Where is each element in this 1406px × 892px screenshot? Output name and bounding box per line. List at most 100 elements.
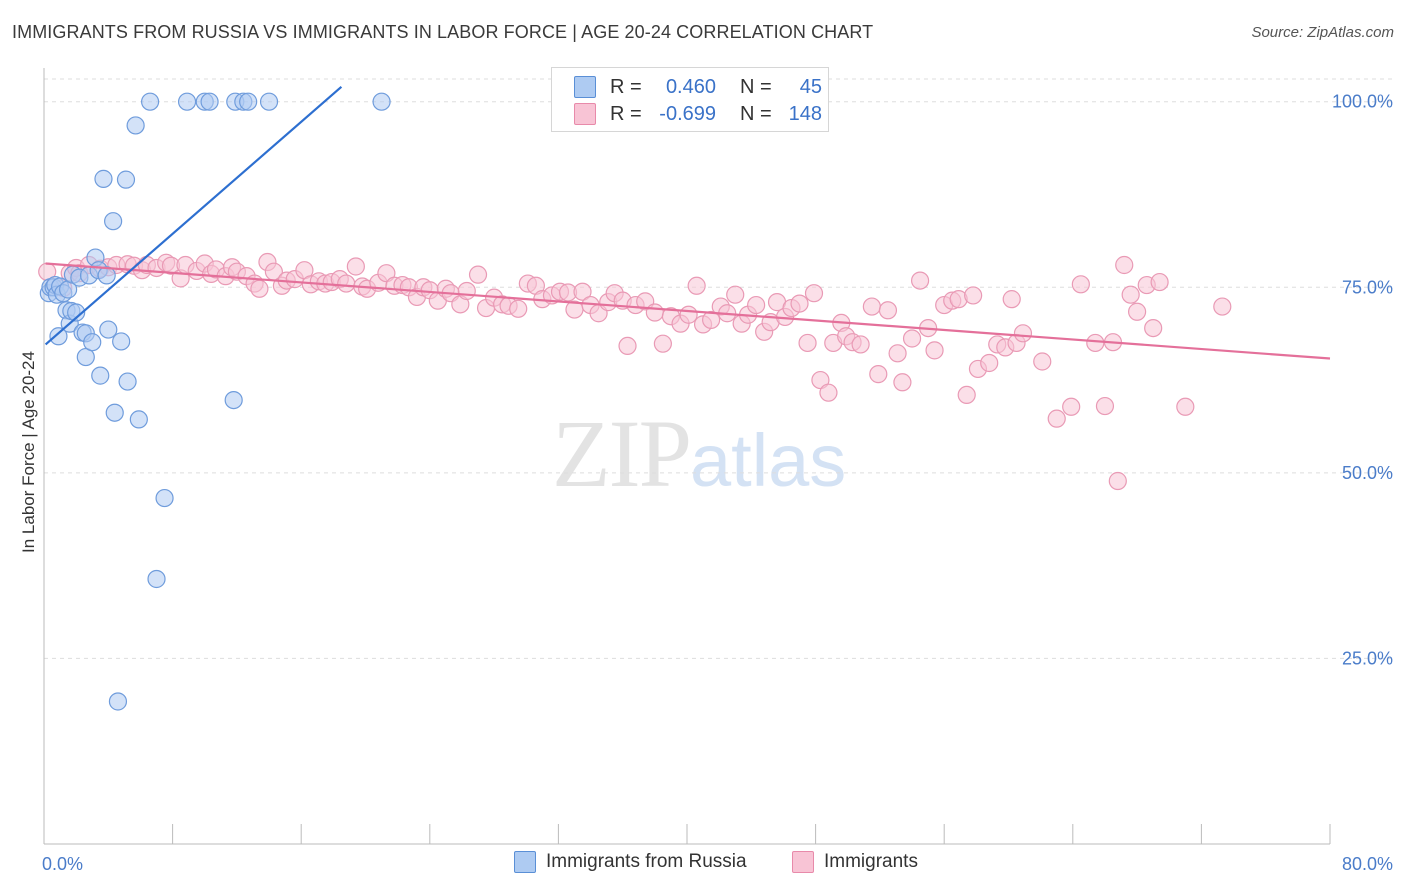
russia-point bbox=[126, 116, 145, 135]
immigrants-point bbox=[1121, 285, 1140, 304]
legend-swatch-immigrants bbox=[574, 103, 596, 125]
russia-point bbox=[118, 372, 137, 391]
immigrants-point bbox=[888, 344, 907, 363]
legend-r-value: 0.460 bbox=[665, 75, 716, 98]
legend-swatch-immigrants bbox=[792, 851, 814, 873]
russia-point bbox=[94, 169, 113, 188]
russia-point bbox=[49, 327, 68, 346]
immigrants-point bbox=[1115, 255, 1134, 275]
y-tick-label: 25.0% bbox=[1342, 648, 1393, 668]
russia-point bbox=[239, 92, 258, 111]
immigrants-point bbox=[1095, 396, 1115, 416]
y-tick-label: 100.0% bbox=[1332, 92, 1393, 112]
immigrants-point bbox=[1002, 290, 1021, 309]
immigrants-point bbox=[687, 276, 706, 295]
russia-point bbox=[200, 92, 219, 111]
immigrants-point bbox=[902, 329, 922, 348]
russia-point bbox=[140, 92, 160, 111]
russia-point bbox=[372, 92, 391, 111]
russia-point bbox=[105, 403, 124, 422]
russia-point bbox=[259, 92, 279, 111]
watermark-atlas: atlas bbox=[690, 419, 847, 502]
immigrants-point bbox=[1127, 302, 1147, 321]
russia-point bbox=[155, 488, 174, 508]
immigrants-point bbox=[509, 299, 528, 318]
russia-point bbox=[91, 366, 110, 385]
immigrants-point bbox=[925, 341, 944, 360]
legend-item-russia[interactable]: Immigrants from Russia bbox=[514, 851, 747, 873]
legend-row-immigrants: R = -0.699 N = 148 bbox=[574, 100, 822, 128]
series-immigrants bbox=[38, 252, 1232, 491]
immigrants-trend-line bbox=[45, 262, 1331, 360]
immigrants-point bbox=[618, 336, 637, 356]
immigrants-point bbox=[457, 281, 476, 301]
immigrants-point bbox=[1013, 324, 1033, 343]
immigrants-point bbox=[747, 295, 766, 315]
legend-n-value: 148 bbox=[788, 102, 822, 125]
immigrants-point bbox=[726, 285, 745, 304]
immigrants-point bbox=[573, 282, 592, 301]
immigrants-point bbox=[878, 301, 898, 320]
immigrants-point bbox=[798, 333, 817, 353]
y-axis-label: In Labor Force | Age 20-24 bbox=[19, 351, 38, 553]
series-legend: Immigrants from Russia Immigrants bbox=[0, 851, 1406, 881]
immigrants-point bbox=[468, 265, 488, 284]
legend-swatch-russia bbox=[514, 851, 536, 873]
chart-title: IMMIGRANTS FROM RUSSIA VS IMMIGRANTS IN … bbox=[12, 22, 874, 42]
axes bbox=[43, 68, 1331, 845]
immigrants-point bbox=[869, 365, 888, 384]
legend-row-russia: R = 0.460 N = 45 bbox=[574, 73, 822, 101]
correlation-legend: R = 0.460 N = 45 R = -0.699 N = 148 bbox=[551, 67, 829, 132]
source-credit: Source: ZipAtlas.com bbox=[1251, 24, 1394, 41]
russia-point bbox=[83, 333, 102, 352]
legend-r-label: R = bbox=[610, 75, 642, 98]
legend-swatch-russia bbox=[574, 76, 596, 98]
legend-item-immigrants[interactable]: Immigrants bbox=[792, 851, 918, 873]
russia-point bbox=[104, 212, 123, 231]
immigrants-point bbox=[1108, 471, 1127, 491]
russia-point bbox=[99, 320, 118, 339]
y-tick-label: 50.0% bbox=[1342, 463, 1393, 483]
tick-labels: 25.0% 50.0% 75.0% 100.0% 0.0% 80.0% bbox=[42, 92, 1393, 874]
immigrants-point bbox=[1086, 333, 1105, 353]
legend-r-value: -0.699 bbox=[659, 102, 716, 125]
immigrants-point bbox=[790, 294, 809, 313]
immigrants-point bbox=[653, 334, 672, 353]
legend-r-label: R = bbox=[610, 102, 642, 125]
immigrants-point bbox=[804, 284, 824, 303]
immigrants-point bbox=[679, 305, 698, 324]
immigrants-point bbox=[1213, 297, 1232, 316]
immigrants-point bbox=[980, 353, 999, 373]
series-russia bbox=[39, 92, 391, 711]
russia-point bbox=[108, 692, 128, 711]
russia-point bbox=[147, 569, 166, 589]
immigrants-point bbox=[250, 279, 269, 298]
immigrants-point bbox=[819, 383, 838, 402]
watermark-zip: ZIP bbox=[552, 400, 692, 507]
legend-label-russia: Immigrants from Russia bbox=[546, 851, 747, 872]
trend-lines bbox=[44, 86, 1331, 360]
immigrants-point bbox=[1144, 318, 1163, 338]
immigrants-point bbox=[851, 335, 870, 354]
immigrants-point bbox=[702, 310, 721, 330]
immigrants-point bbox=[964, 286, 983, 305]
immigrants-point bbox=[1176, 397, 1195, 416]
immigrants-point bbox=[1071, 275, 1090, 294]
legend-n-label: N = bbox=[740, 75, 772, 98]
russia-point bbox=[116, 170, 136, 189]
immigrants-point bbox=[862, 297, 881, 316]
russia-point bbox=[177, 92, 197, 111]
russia-point bbox=[97, 266, 116, 285]
immigrants-point bbox=[337, 274, 356, 293]
immigrants-point bbox=[1062, 397, 1081, 416]
immigrants-point bbox=[1033, 352, 1052, 371]
immigrants-point bbox=[1047, 409, 1066, 428]
legend-label-immigrants: Immigrants bbox=[824, 851, 918, 872]
legend-n-label: N = bbox=[740, 102, 772, 125]
x-tick-label: 0.0% bbox=[42, 854, 83, 874]
immigrants-point bbox=[346, 257, 365, 276]
immigrants-point bbox=[957, 385, 976, 405]
russia-point bbox=[67, 303, 86, 322]
immigrants-point bbox=[910, 271, 930, 290]
